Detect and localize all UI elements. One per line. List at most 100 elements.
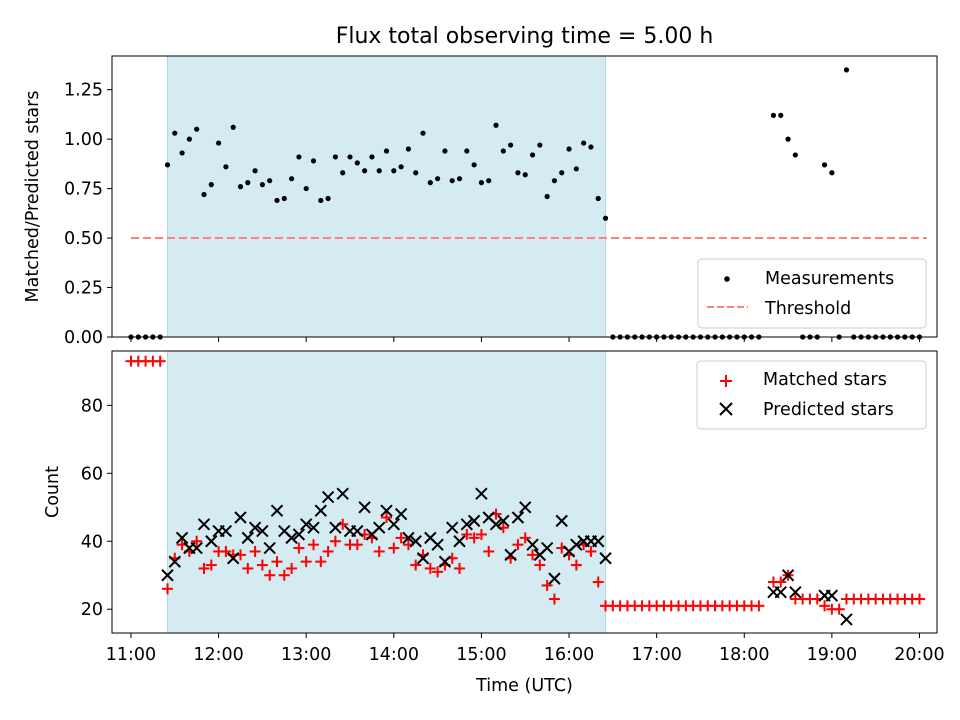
predicted-star-marker [226, 552, 240, 565]
measurement-point [245, 180, 251, 186]
predicted-marker-b [774, 586, 787, 599]
measurement-point [427, 180, 433, 186]
predicted-marker-b [599, 552, 612, 565]
predicted-star-marker [263, 541, 276, 555]
predicted-star-marker [526, 538, 539, 551]
predicted-marker-b [234, 511, 247, 524]
predicted-marker-b [314, 504, 328, 517]
legend-measurements-label: Measurements [765, 269, 894, 289]
predicted-marker-b [475, 487, 488, 500]
matched-star-marker [461, 528, 473, 540]
predicted-star-marker [409, 535, 422, 548]
predicted-marker-b [307, 521, 320, 534]
y-tick-label: 20 [81, 600, 103, 620]
matched-star-marker [205, 559, 217, 571]
predicted-star-markers [161, 487, 853, 626]
predicted-marker-b [168, 555, 181, 568]
predicted-marker-b [285, 531, 298, 545]
measurement-point [420, 130, 426, 136]
predicted-star-marker [825, 589, 839, 602]
measurement-point [186, 136, 192, 142]
measurement-point [529, 152, 536, 158]
predicted-marker-b [416, 552, 430, 565]
measurement-point [201, 191, 207, 198]
matched-star-marker [592, 576, 604, 588]
measurement-point [340, 170, 346, 176]
matched-star-marker [271, 556, 283, 568]
measurement-point [595, 195, 601, 202]
measurement-point [829, 170, 835, 176]
matched-star-marker [191, 535, 203, 547]
predicted-marker-b [467, 514, 481, 528]
predicted-marker-b [161, 569, 174, 582]
measurement-point [376, 168, 382, 174]
matched-star-marker [154, 355, 166, 367]
matched-star-marker [286, 562, 298, 574]
predicted-marker-b [592, 535, 605, 548]
measurement-point [588, 144, 594, 150]
x-tick-label: 20:00 [894, 645, 944, 665]
y-tick-label: 40 [81, 532, 103, 552]
measurement-point [464, 148, 470, 154]
measurement-point [310, 158, 317, 164]
predicted-marker-b [825, 589, 839, 602]
predicted-star-marker [781, 569, 795, 582]
matched-star-marker [585, 545, 597, 557]
predicted-marker-b [519, 501, 532, 514]
y-tick-label: 0.25 [64, 279, 103, 299]
predicted-marker-b [402, 531, 415, 545]
predicted-star-marker [453, 535, 466, 548]
predicted-star-marker [431, 538, 444, 551]
predicted-star-marker [285, 531, 298, 545]
predicted-star-marker [307, 521, 320, 534]
matched-star-marker [300, 556, 312, 568]
bottom-y-axis-label: Count [43, 466, 63, 518]
measurement-point [449, 178, 455, 184]
measurement-point [508, 142, 514, 148]
matched-star-marker [329, 535, 341, 547]
predicted-marker-b [431, 538, 444, 551]
matched-star-marker [351, 539, 363, 551]
measurement-point [551, 178, 558, 184]
measurement-point [164, 162, 171, 168]
top-legend-box [697, 258, 927, 329]
predicted-marker-b [394, 507, 408, 521]
bottom-y-ticks: 20 40 60 80 [81, 396, 112, 620]
predicted-star-marker [256, 524, 269, 538]
predicted-marker-b [504, 548, 517, 562]
predicted-star-marker [592, 535, 605, 548]
matched-star-marker [256, 559, 268, 571]
predicted-marker-b [482, 511, 495, 524]
predicted-marker-b [263, 541, 276, 555]
predicted-star-marker [168, 555, 181, 568]
matched-star-marker [753, 600, 765, 612]
predicted-marker-b [358, 501, 371, 514]
measurement-point [413, 170, 419, 176]
matched-star-marker [388, 542, 400, 554]
measurement-point [581, 140, 587, 146]
x-tick-label: 17:00 [631, 645, 681, 665]
predicted-star-marker [774, 586, 787, 599]
matched-star-marker [913, 593, 925, 605]
measurement-point [208, 182, 214, 188]
y-tick-label: 1.00 [64, 130, 103, 150]
y-tick-label: 60 [81, 464, 103, 484]
predicted-star-marker [380, 504, 393, 517]
predicted-star-marker [599, 552, 612, 565]
matched-star-marker [264, 569, 276, 581]
matched-star-marker [475, 528, 487, 540]
predicted-marker-b [299, 518, 313, 531]
predicted-marker-b [497, 514, 510, 528]
predicted-star-marker [570, 538, 583, 551]
measurement-point [172, 130, 178, 136]
matched-star-marker [308, 539, 320, 551]
bottom-shaded-interval [166, 350, 607, 634]
predicted-star-marker [234, 511, 247, 524]
predicted-marker-b [526, 538, 539, 551]
measurement-point [303, 185, 309, 192]
measurement-point [544, 193, 550, 200]
matched-star-marker [249, 545, 261, 557]
bottom-legend: Matched stars Predicted stars [696, 360, 927, 430]
predicted-marker-b [351, 524, 364, 538]
